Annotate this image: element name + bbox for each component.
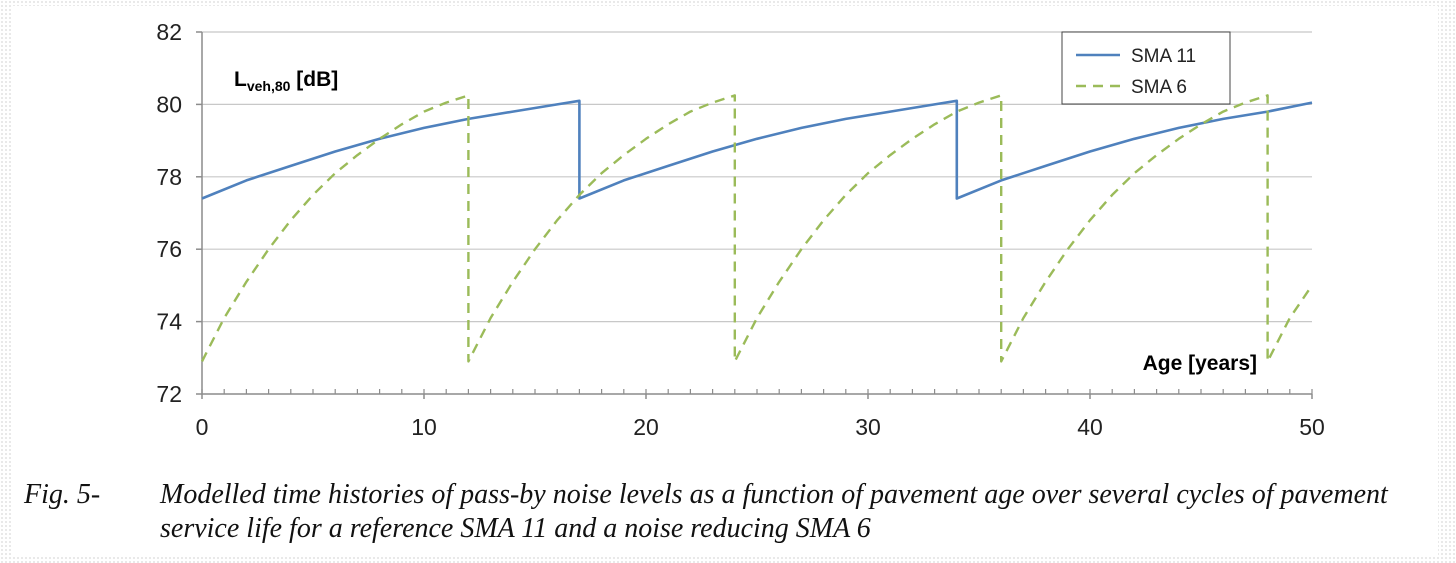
y-tick-label: 74 bbox=[156, 309, 182, 335]
figure: 72 74 76 78 80 82 0 10 20 30 40 50 Lveh,80 [dB] Age… bbox=[12, 6, 1438, 556]
x-tick-label: 50 bbox=[1299, 414, 1325, 440]
x-tick-label: 40 bbox=[1077, 414, 1103, 440]
y-tick-label: 82 bbox=[156, 19, 182, 45]
x-tick-label: 0 bbox=[196, 414, 209, 440]
y-axis-label: Lveh,80 [dB] bbox=[234, 68, 338, 94]
line-chart: 72 74 76 78 80 82 0 10 20 30 40 50 Lveh,80 [dB] Age… bbox=[156, 19, 1324, 440]
x-tick-label: 30 bbox=[855, 414, 881, 440]
x-tick-label: 20 bbox=[633, 414, 659, 440]
caption-text: Modelled time histories of pass-by noise… bbox=[160, 479, 1388, 544]
y-tick-label: 76 bbox=[156, 236, 182, 262]
series-line-sma-11 bbox=[201, 99, 1313, 200]
y-tick-label: 72 bbox=[156, 381, 182, 407]
legend-box bbox=[1061, 31, 1231, 105]
legend: SMA 11 SMA 6 bbox=[1061, 31, 1231, 105]
legend-label: SMA 11 bbox=[1131, 46, 1196, 67]
caption-label: Fig. 5- bbox=[24, 479, 101, 510]
x-axis-label: Age [years] bbox=[1143, 352, 1257, 375]
series-lines bbox=[200, 94, 1313, 363]
series-line-sma-6 bbox=[200, 94, 1313, 363]
y-tick-label: 78 bbox=[156, 164, 182, 190]
x-tick-label: 10 bbox=[411, 414, 437, 440]
axes bbox=[196, 31, 1313, 399]
tick-labels: 72 74 76 78 80 82 0 10 20 30 40 50 bbox=[156, 19, 1324, 440]
legend-label: SMA 6 bbox=[1131, 77, 1187, 98]
y-tick-label: 80 bbox=[156, 91, 182, 117]
